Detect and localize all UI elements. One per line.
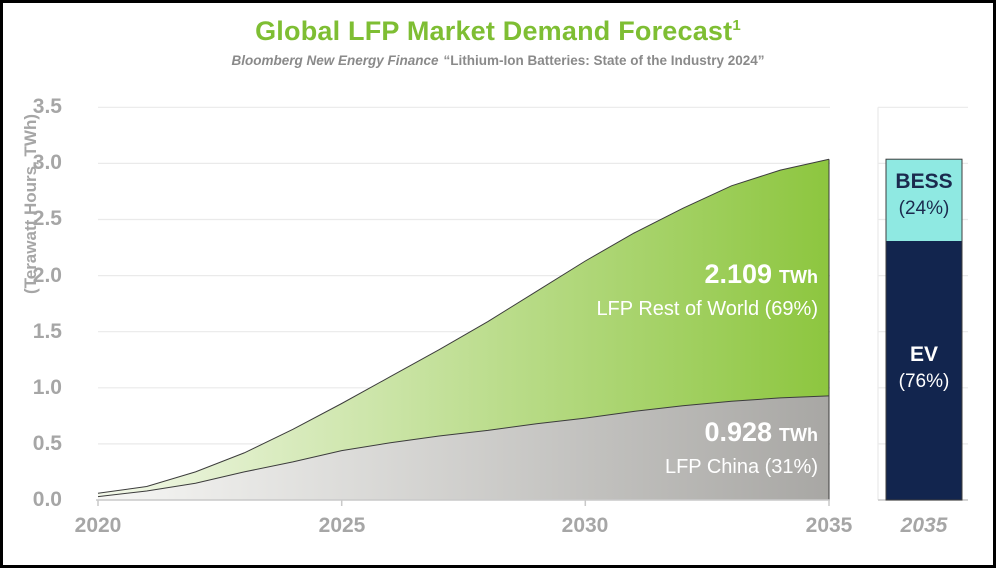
china-value: 0.928 [704, 417, 773, 447]
y-tick-label: 3.0 [32, 151, 62, 174]
china-series-label: LFP China (31%) [664, 456, 818, 478]
row-unit: TWh [779, 267, 818, 287]
bess-pct: (24%) [898, 198, 950, 219]
page-title: Global LFP Market Demand Forecast1 [0, 16, 996, 47]
ev-pct: (76%) [898, 371, 950, 392]
lfp-china-area [98, 395, 829, 500]
annotation-china: 0.928 TWh LFP China (31%) [665, 416, 818, 481]
subtitle-report: “Lithium-Ion Batteries: State of the Ind… [443, 53, 765, 68]
y-tick-label: 2.0 [32, 264, 62, 287]
annotation-china-value-line: 0.928 TWh [665, 416, 818, 453]
subtitle-source: Bloomberg New Energy Finance [231, 53, 439, 68]
china-unit: TWh [779, 425, 818, 445]
annotation-row-value-line: 2.109 TWh [596, 258, 818, 295]
bess-label: BESS (24%) [864, 168, 984, 222]
y-tick-label: 1.0 [32, 376, 62, 399]
ev-segment [886, 241, 962, 500]
ev-label: EV (76%) [864, 341, 984, 395]
x-tick-label: 2020 [74, 514, 122, 537]
bar-x-tick-label: 2035 [900, 514, 948, 537]
y-tick-label: 2.5 [32, 207, 62, 230]
bess-segment [886, 159, 962, 241]
ev-name: EV [909, 343, 938, 366]
y-tick-label: 0.0 [32, 488, 62, 511]
row-value: 2.109 [704, 259, 773, 289]
bess-name: BESS [895, 170, 953, 193]
subtitle: Bloomberg New Energy Finance “Lithium-Ion… [0, 53, 996, 68]
x-tick-label: 2030 [561, 514, 609, 537]
y-tick-label: 1.5 [32, 320, 62, 343]
title-text: Global LFP Market Demand Forecast [255, 16, 733, 46]
row-series-label: LFP Rest of World (69%) [596, 298, 818, 320]
x-tick-label: 2035 [805, 514, 853, 537]
annotation-rest-of-world: 2.109 TWh LFP Rest of World (69%) [596, 258, 818, 323]
y-tick-label: 3.5 [32, 95, 62, 118]
x-tick-label: 2025 [318, 514, 366, 537]
y-tick-label: 0.5 [32, 432, 62, 455]
lfp-rest-of-world-area [98, 159, 829, 497]
title-superscript: 1 [732, 17, 741, 34]
